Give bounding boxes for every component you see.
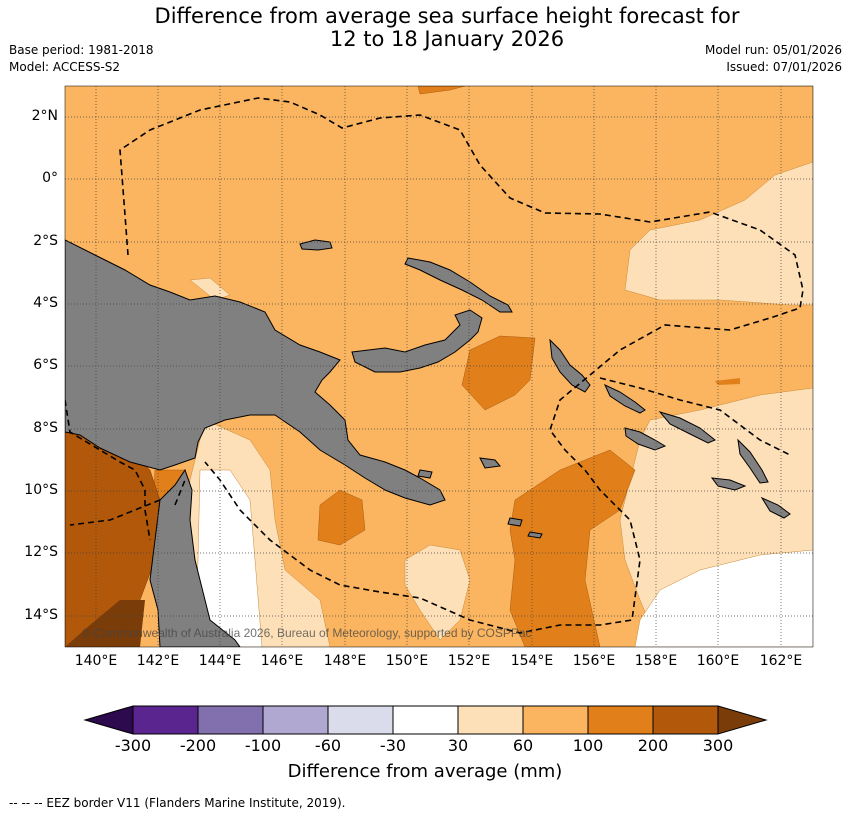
copyright-text: © Commonwealth of Australia 2026, Bureau… — [82, 626, 532, 640]
band-30-60-south — [404, 544, 471, 641]
band-30-60-northeast — [624, 86, 813, 306]
lon-label: 162°E — [759, 653, 803, 669]
lat-label: 6°S — [33, 357, 58, 373]
colorbar-tick-label: 30 — [447, 736, 469, 755]
lat-label: 2°S — [33, 233, 58, 249]
colorbar-swatch-8 — [587, 705, 654, 735]
lon-label: 144°E — [198, 653, 242, 669]
colorbar-tick-label: -100 — [244, 736, 282, 755]
land-new-britain — [351, 309, 483, 373]
land-malaita — [737, 438, 769, 484]
colorbar-tick-label: 300 — [702, 736, 734, 755]
meta-left: Base period: 1981-2018 Model: ACCESS-S2 — [9, 42, 154, 76]
chart-title: Difference from average sea surface heig… — [0, 5, 850, 51]
band-30-60-gulf — [189, 277, 231, 301]
colorbar-swatch-7 — [522, 705, 589, 735]
lon-label: 152°E — [447, 653, 491, 669]
base-period: Base period: 1981-2018 — [9, 43, 154, 57]
band-100-200-west — [317, 489, 366, 546]
lat-label: 14°S — [24, 607, 58, 623]
colorbar-tick-label: -60 — [314, 736, 342, 755]
colorbar-tick-label: 200 — [637, 736, 669, 755]
land-islets-1 — [417, 457, 543, 539]
map-frame — [64, 85, 814, 648]
colorbar-tick-label: -300 — [114, 736, 152, 755]
graticule — [65, 86, 813, 647]
land-guadalcanal — [624, 427, 667, 451]
colorbar-tick-label: -200 — [179, 736, 217, 755]
colorbar-swatch-1 — [132, 705, 199, 735]
lon-label: 160°E — [696, 653, 740, 669]
colorbar-tick-label: -30 — [379, 736, 407, 755]
lon-label: 148°E — [323, 653, 367, 669]
title-line-2: 12 to 18 January 2026 — [329, 27, 565, 51]
lat-label: 10°S — [24, 482, 58, 498]
land-rennell — [710, 477, 747, 491]
title-line-1: Difference from average sea surface heig… — [154, 4, 740, 28]
issued-date: Issued: 07/01/2026 — [726, 60, 842, 74]
land-australia — [149, 468, 241, 647]
eez-border — [65, 97, 804, 634]
lon-label: 150°E — [385, 653, 429, 669]
colorbar-swatch-5 — [392, 705, 459, 735]
band-100-200-south — [509, 449, 636, 647]
lat-label: 0° — [42, 170, 58, 186]
colorbar-title: Difference from average (mm) — [287, 761, 563, 782]
lon-label: 156°E — [572, 653, 616, 669]
meta-right: Model run: 05/01/2026 Issued: 07/01/2026 — [705, 42, 842, 76]
lat-label: 4°S — [33, 295, 58, 311]
land-santa-isabel — [658, 411, 716, 444]
eez-legend-note: -- -- -- EEZ border V11 (Flanders Marine… — [9, 796, 346, 810]
model-name: Model: ACCESS-S2 — [9, 60, 121, 74]
land-new-ireland — [404, 257, 513, 313]
lat-label: 2°N — [31, 108, 58, 124]
colorbar-swatch-3 — [262, 705, 329, 735]
band-100-200-spot — [715, 378, 740, 385]
model-run: Model run: 05/01/2026 — [704, 43, 842, 57]
lon-label: 154°E — [510, 653, 554, 669]
colorbar-swatch-2 — [197, 705, 264, 735]
colorbar-swatch-6 — [457, 705, 524, 735]
lon-label: 142°E — [136, 653, 180, 669]
lon-label: 140°E — [74, 653, 118, 669]
band-neutral-east — [634, 549, 813, 647]
lat-label: 8°S — [33, 420, 58, 436]
lon-label: 146°E — [260, 653, 304, 669]
colorbar-over-arrow — [717, 705, 768, 735]
colorbar-swatch-4 — [327, 705, 394, 735]
lon-label: 158°E — [634, 653, 678, 669]
colorbar-under-arrow — [83, 705, 134, 735]
colorbar-tick-label: 100 — [572, 736, 604, 755]
land-manus — [299, 239, 333, 251]
map-area: © Commonwealth of Australia 2026, Bureau… — [65, 86, 813, 647]
band-100-200-solomon — [461, 335, 536, 411]
colorbar — [83, 705, 768, 735]
lat-label: 12°S — [24, 544, 58, 560]
band-over300-gulf — [65, 600, 145, 647]
colorbar-swatch-9 — [652, 705, 719, 735]
land-new-guinea — [65, 239, 446, 506]
colorbar-tick-label: 60 — [512, 736, 534, 755]
band-100-200-north — [417, 86, 466, 95]
land-makira — [760, 496, 791, 519]
land-choiseul — [603, 383, 646, 414]
